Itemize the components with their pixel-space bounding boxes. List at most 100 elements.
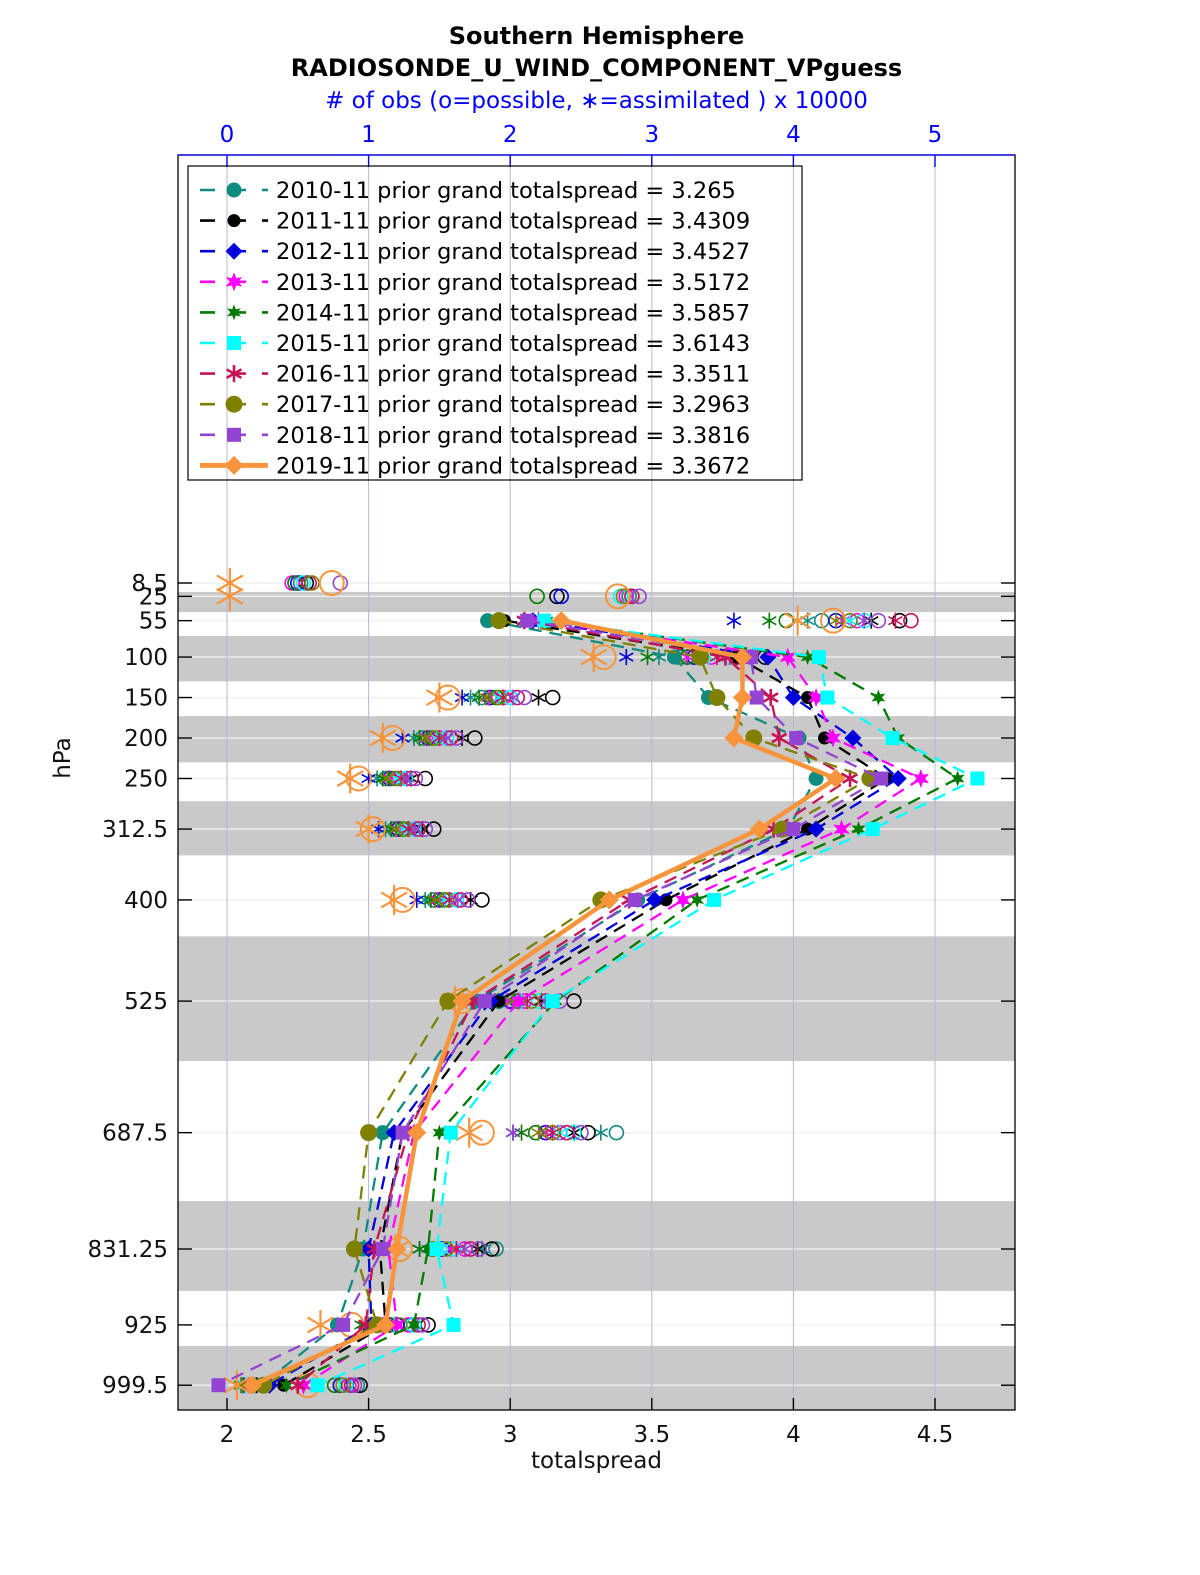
top-axis-title: # of obs (o=possible, ∗=assimilated ) x … <box>325 88 868 114</box>
possible-obs-marker <box>318 570 345 596</box>
legend-label: 2017-11 prior grand totalspread = 3.2963 <box>276 392 750 418</box>
possible-obs-marker <box>359 816 386 843</box>
top-tick-label: 0 <box>220 122 235 148</box>
bottom-tick-label: 4 <box>786 1422 801 1448</box>
possible-obs-marker <box>870 612 887 629</box>
series-line-2014-11 <box>285 619 960 1387</box>
legend-label: 2016-11 prior grand totalspread = 3.3511 <box>276 362 750 388</box>
possible-obs-marker <box>442 730 459 746</box>
pressure-tick-label: 400 <box>124 888 168 914</box>
pressure-tick-label: 150 <box>124 686 168 712</box>
top-tick-label: 5 <box>928 122 943 148</box>
possible-obs-marker <box>397 821 414 837</box>
series-2019-11 <box>242 611 846 1395</box>
legend-entry-2015-11: 2015-11 prior grand totalspread = 3.6143 <box>200 331 750 357</box>
series-line-2015-11 <box>317 619 981 1387</box>
possible-obs-marker <box>566 1124 582 1141</box>
possible-obs-marker <box>842 612 858 629</box>
pressure-tick-label: 687.5 <box>102 1121 168 1147</box>
legend-entry-2019-11: 2019-11 prior grand totalspread = 3.3672 <box>200 453 750 479</box>
shaded-band <box>178 936 1015 1062</box>
possible-obs-marker <box>417 821 434 837</box>
possible-obs-marker <box>407 770 424 787</box>
bottom-tick-label: 3.5 <box>634 1422 671 1448</box>
pressure-tick-label: 25 <box>139 584 168 610</box>
possible-obs-marker <box>445 1241 462 1257</box>
possible-obs-marker <box>553 588 569 605</box>
pressure-tick-label: 312.5 <box>102 817 168 843</box>
possible-obs-marker <box>544 689 561 706</box>
possible-obs-marker <box>488 1241 504 1257</box>
shaded-band <box>178 801 1015 856</box>
legend-label: 2010-11 prior grand totalspread = 3.265 <box>276 178 736 204</box>
possible-obs-marker <box>345 765 372 792</box>
top-tick-label: 4 <box>786 122 801 148</box>
possible-obs-marker <box>891 612 908 629</box>
possible-obs-marker <box>434 684 461 711</box>
bottom-tick-label: 2.5 <box>350 1422 387 1448</box>
pressure-tick-label: 925 <box>124 1313 168 1339</box>
vertical-gridlines <box>226 155 936 1410</box>
possible-obs-marker <box>346 1377 363 1394</box>
possible-obs-marker <box>459 892 476 908</box>
pressure-tick-label: 999.5 <box>102 1373 168 1399</box>
possible-obs-marker <box>509 689 526 706</box>
legend-entry-2018-11: 2018-11 prior grand totalspread = 3.3816 <box>200 423 750 449</box>
top-tick-label: 1 <box>361 122 376 148</box>
legend-entry-2014-11: 2014-11 prior grand totalspread = 3.5857 <box>200 300 750 326</box>
possible-obs-marker <box>466 730 483 746</box>
legend-label: 2018-11 prior grand totalspread = 3.3816 <box>276 423 750 449</box>
legend: 2010-11 prior grand totalspread = 3.265 2… <box>187 165 803 481</box>
top-tick-label: 2 <box>503 122 518 148</box>
legend-label: 2019-11 prior grand totalspread = 3.3672 <box>276 453 750 479</box>
possible-obs-marker <box>549 588 565 605</box>
legend-label: 2012-11 prior grand totalspread = 3.4527 <box>276 239 750 265</box>
shaded-band <box>178 1201 1015 1291</box>
possible-obs-marker <box>516 689 533 706</box>
legend-box <box>187 165 803 481</box>
possible-obs-marker <box>438 892 455 908</box>
possible-obs-marker <box>471 1241 487 1257</box>
legend-entry-2012-11: 2012-11 prior grand totalspread = 3.4527 <box>200 239 750 265</box>
y-axis-label: hPa <box>50 737 76 779</box>
legend-entry-2011-11: 2011-11 prior grand totalspread = 3.4309 <box>200 209 750 235</box>
pressure-tick-label: 250 <box>124 766 168 792</box>
possible-obs-marker <box>590 644 617 671</box>
legend-label: 2013-11 prior grand totalspread = 3.5172 <box>276 270 750 296</box>
possible-obs-marker <box>448 730 465 746</box>
chart-title-line2: RADIOSONDE_U_WIND_COMPONENT_VPguess <box>290 54 903 82</box>
possible-obs-marker <box>604 583 631 610</box>
possible-obs-marker <box>903 612 919 629</box>
possible-obs-marker <box>631 588 647 605</box>
possible-obs-marker <box>389 770 405 787</box>
possible-obs-marker <box>573 1124 589 1141</box>
possible-obs-marker <box>427 730 443 746</box>
possible-obs-marker <box>468 1119 495 1146</box>
x-axis-label: totalspread <box>531 1448 662 1474</box>
possible-obs-marker <box>425 892 442 908</box>
pressure-tick-label: 831.25 <box>88 1237 168 1263</box>
legend-label: 2014-11 prior grand totalspread = 3.5857 <box>276 300 750 326</box>
tick-marks <box>178 155 1015 1410</box>
bottom-tick-label: 4.5 <box>917 1422 954 1448</box>
series-line-2013-11 <box>302 619 924 1387</box>
possible-obs-marker <box>295 575 312 591</box>
possible-obs-marker <box>335 1377 351 1394</box>
axes <box>177 154 1016 1411</box>
possible-obs-marker <box>491 689 507 706</box>
shaded-band <box>178 591 1015 613</box>
possible-obs-marker <box>389 886 416 913</box>
possible-obs-marker <box>820 607 847 634</box>
pressure-tick-label: 525 <box>124 989 168 1015</box>
bottom-tick-label: 2 <box>220 1422 235 1448</box>
legend-entry-2016-11: 2016-11 prior grand totalspread = 3.3511 <box>200 362 750 388</box>
possible-obs-marker <box>624 588 640 605</box>
legend-entry-2017-11: 2017-11 prior grand totalspread = 3.2963 <box>200 392 750 418</box>
possible-obs-marker <box>425 821 442 837</box>
possible-obs-marker <box>397 770 414 787</box>
pressure-tick-label: 55 <box>139 609 168 635</box>
possible-obs-marker <box>379 725 406 752</box>
shaded-band <box>178 716 1015 763</box>
